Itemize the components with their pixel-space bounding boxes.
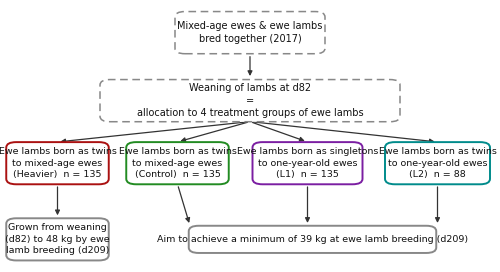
Text: Ewe lambs born as twins
to mixed-age ewes
(Heavier)  n = 135: Ewe lambs born as twins to mixed-age ewe… xyxy=(0,147,116,179)
Text: Weaning of lambs at d82
=
allocation to 4 treatment groups of ewe lambs: Weaning of lambs at d82 = allocation to … xyxy=(136,83,364,118)
Text: Mixed-age ewes & ewe lambs
bred together (2017): Mixed-age ewes & ewe lambs bred together… xyxy=(178,21,322,44)
FancyBboxPatch shape xyxy=(252,142,362,184)
FancyBboxPatch shape xyxy=(189,226,436,253)
FancyBboxPatch shape xyxy=(100,79,400,122)
Text: Ewe lambs born as singletons
to one-year-old ewes
(L1)  n = 135: Ewe lambs born as singletons to one-year… xyxy=(237,147,378,179)
Text: Grown from weaning
(d82) to 48 kg by ewe
lamb breeding (d209): Grown from weaning (d82) to 48 kg by ewe… xyxy=(5,223,110,255)
FancyBboxPatch shape xyxy=(6,142,109,184)
Text: Ewe lambs born as twins
to one-year-old ewes
(L2)  n = 88: Ewe lambs born as twins to one-year-old … xyxy=(378,147,496,179)
FancyBboxPatch shape xyxy=(126,142,229,184)
Text: Aim to achieve a minimum of 39 kg at ewe lamb breeding (d209): Aim to achieve a minimum of 39 kg at ewe… xyxy=(157,235,468,244)
FancyBboxPatch shape xyxy=(175,11,325,54)
Text: Ewe lambs born as twins
to mixed-age ewes
(Control)  n = 135: Ewe lambs born as twins to mixed-age ewe… xyxy=(118,147,236,179)
FancyBboxPatch shape xyxy=(6,218,109,261)
FancyBboxPatch shape xyxy=(385,142,490,184)
